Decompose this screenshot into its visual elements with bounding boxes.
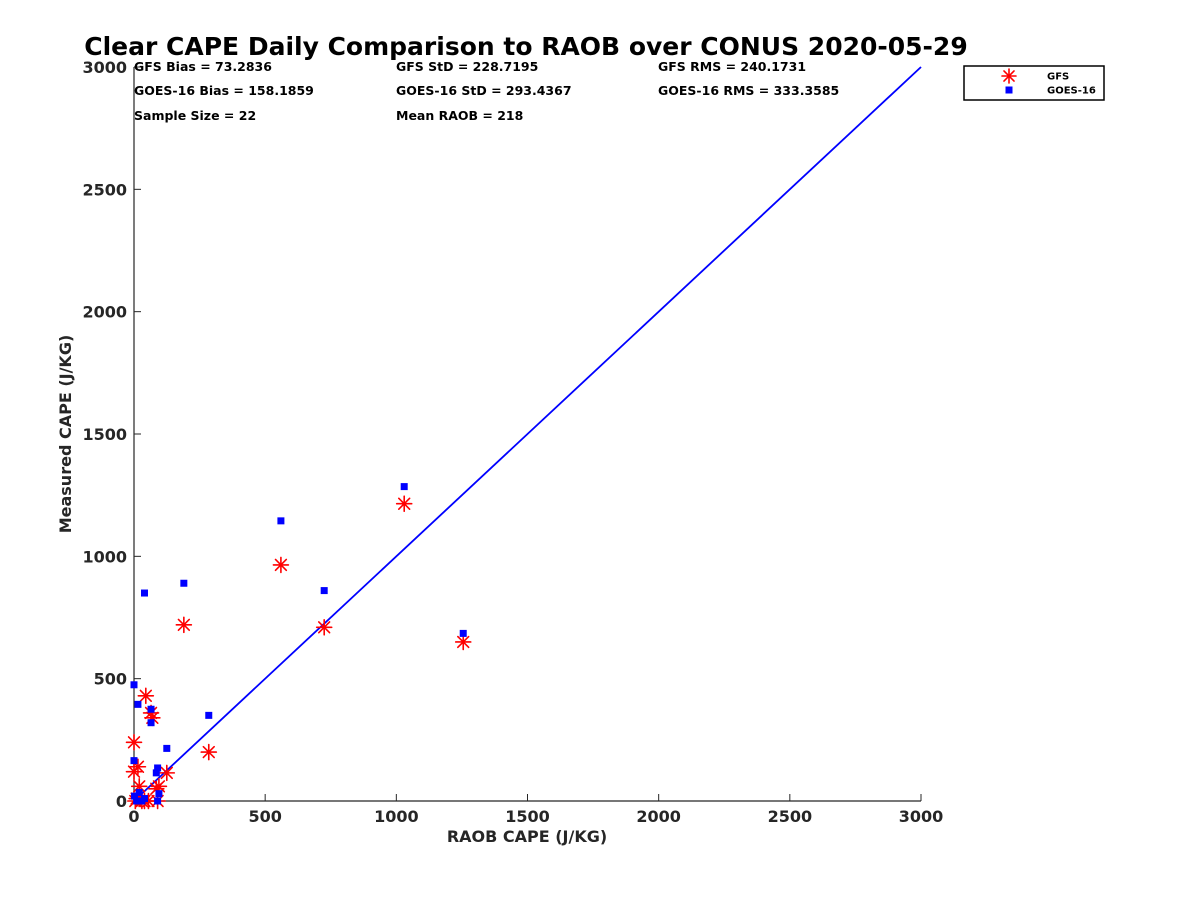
y-tick-label: 2500 bbox=[82, 180, 127, 199]
one-to-one-line bbox=[133, 66, 922, 802]
y-axis-label: Measured CAPE (J/KG) bbox=[56, 335, 75, 534]
data-points bbox=[125, 483, 472, 810]
statistics-text: GFS Bias = 73.2836 GFS StD = 228.7195 GFS … bbox=[134, 59, 839, 123]
legend-label: GFS bbox=[1047, 72, 1069, 83]
chart-title: Clear CAPE Daily Comparison to RAOB over… bbox=[84, 32, 967, 61]
stat-text: GOES-16 Bias = 158.1859 bbox=[134, 83, 314, 98]
gfs-point bbox=[158, 764, 176, 782]
goes16-point bbox=[180, 579, 188, 587]
gfs-point bbox=[129, 758, 147, 776]
goes16-point bbox=[155, 790, 163, 798]
gfs-point bbox=[454, 633, 472, 651]
legend-goes16-marker bbox=[1005, 86, 1013, 94]
gfs-point bbox=[200, 743, 218, 761]
goes16-point bbox=[135, 788, 143, 796]
x-tick-label: 1000 bbox=[374, 807, 419, 826]
goes16-point bbox=[147, 719, 155, 727]
series-goes-16 bbox=[130, 483, 467, 805]
x-tick-label: 500 bbox=[248, 807, 281, 826]
goes16-point bbox=[320, 587, 328, 595]
x-tick-label: 2500 bbox=[768, 807, 813, 826]
goes16-point bbox=[133, 797, 141, 805]
goes16-point bbox=[205, 711, 213, 719]
goes16-point bbox=[154, 797, 162, 805]
goes16-point bbox=[131, 792, 139, 800]
x-axis-label: RAOB CAPE (J/KG) bbox=[447, 827, 607, 846]
stat-text: GFS Bias = 73.2836 bbox=[134, 59, 272, 74]
goes16-point bbox=[459, 629, 467, 637]
legend: GFS GOES-16 bbox=[963, 65, 1105, 101]
stat-text: Mean RAOB = 218 bbox=[396, 108, 523, 123]
x-tick-label: 2000 bbox=[636, 807, 681, 826]
goes16-point bbox=[140, 795, 148, 803]
stat-text: Sample Size = 22 bbox=[134, 108, 256, 123]
series-gfs bbox=[125, 495, 472, 810]
y-tick-label: 3000 bbox=[82, 58, 127, 77]
goes16-point bbox=[400, 483, 408, 491]
stat-text: GOES-16 StD = 293.4367 bbox=[396, 83, 572, 98]
gfs-point bbox=[137, 687, 155, 705]
goes16-point bbox=[147, 705, 155, 713]
reference-line-group bbox=[133, 66, 922, 802]
gfs-point bbox=[315, 618, 333, 636]
goes16-point bbox=[140, 589, 148, 597]
x-ticks: 0 500 1000 1500 2000 2500 3000 bbox=[128, 794, 943, 826]
legend-label: GOES-16 bbox=[1047, 86, 1096, 97]
gfs-point bbox=[395, 495, 413, 513]
stat-text: GOES-16 RMS = 333.3585 bbox=[658, 83, 839, 98]
y-ticks: 0 500 1000 1500 2000 2500 3000 bbox=[82, 58, 141, 811]
y-tick-label: 1000 bbox=[82, 547, 127, 566]
goes16-point bbox=[163, 744, 171, 752]
goes16-point bbox=[130, 681, 138, 689]
goes16-point bbox=[152, 769, 160, 777]
gfs-point bbox=[272, 556, 290, 574]
goes16-point bbox=[130, 757, 138, 765]
goes16-point bbox=[154, 764, 162, 772]
stat-text: GFS StD = 228.7195 bbox=[396, 59, 538, 74]
y-tick-label: 2000 bbox=[82, 303, 127, 322]
x-tick-label: 3000 bbox=[899, 807, 944, 826]
gfs-point bbox=[125, 733, 143, 751]
goes16-point bbox=[277, 517, 285, 525]
legend-gfs-marker bbox=[1001, 68, 1017, 84]
gfs-point bbox=[175, 616, 193, 634]
gfs-point bbox=[150, 778, 168, 795]
stat-text: GFS RMS = 240.1731 bbox=[658, 59, 806, 74]
goes16-point bbox=[134, 700, 142, 708]
legend-box bbox=[963, 65, 1105, 101]
y-tick-label: 0 bbox=[116, 792, 127, 811]
y-tick-label: 500 bbox=[94, 670, 127, 689]
x-tick-label: 1500 bbox=[505, 807, 550, 826]
x-tick-label: 0 bbox=[128, 807, 139, 826]
y-tick-label: 1500 bbox=[82, 425, 127, 444]
